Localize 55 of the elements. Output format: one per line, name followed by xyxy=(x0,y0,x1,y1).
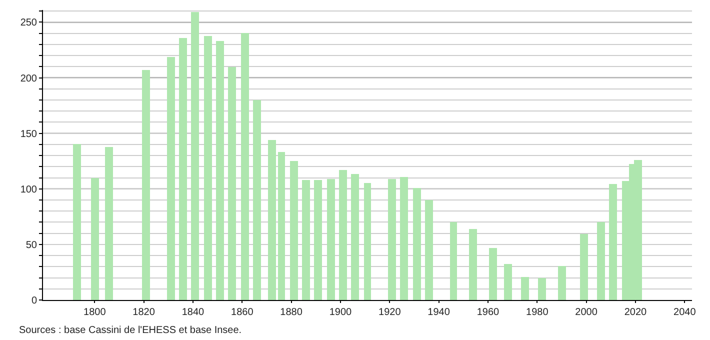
y-tick-label: 150 xyxy=(20,128,38,140)
x-tick-label: 2020 xyxy=(624,307,648,318)
bar xyxy=(191,12,199,300)
bar xyxy=(327,179,335,300)
bar xyxy=(597,222,605,300)
bar xyxy=(142,70,150,300)
bar xyxy=(388,179,396,300)
source-note: Sources : base Cassini de l'EHESS et base Insee. xyxy=(19,325,242,336)
bar xyxy=(167,57,175,300)
bar xyxy=(580,234,588,300)
bar xyxy=(290,161,298,300)
bar xyxy=(73,144,81,300)
x-tick-label: 1900 xyxy=(329,307,352,318)
bar xyxy=(339,170,347,300)
bar xyxy=(105,147,113,300)
bar xyxy=(204,36,212,300)
bar xyxy=(253,100,261,300)
bar xyxy=(489,248,497,300)
bar xyxy=(91,178,99,300)
x-tick-label: 1820 xyxy=(132,307,156,318)
x-tick-label: 1800 xyxy=(84,307,106,318)
bar xyxy=(278,152,285,300)
y-tick-label: 0 xyxy=(31,296,38,306)
bar xyxy=(228,67,236,300)
bar xyxy=(400,177,408,300)
bar xyxy=(351,174,359,300)
bar xyxy=(558,266,566,300)
bar xyxy=(538,278,546,300)
x-tick-label: 1920 xyxy=(378,307,402,318)
x-tick-label: 1940 xyxy=(428,307,450,318)
bar xyxy=(521,277,529,300)
y-tick-label: 200 xyxy=(20,73,38,84)
x-tick-label: 1880 xyxy=(280,307,303,318)
x-tick-label: 2040 xyxy=(674,307,696,318)
bar xyxy=(364,183,371,300)
y-tick-label: 100 xyxy=(20,184,38,196)
bar xyxy=(314,180,322,300)
bar xyxy=(504,264,512,300)
bar xyxy=(469,229,477,300)
bar xyxy=(216,41,224,300)
bar xyxy=(268,140,276,300)
bar xyxy=(425,200,433,300)
x-tick-label: 2000 xyxy=(575,307,598,318)
y-tick-label: 50 xyxy=(26,240,38,251)
bar xyxy=(413,188,421,300)
x-tick-label: 1980 xyxy=(526,307,549,318)
x-tick-label: 1860 xyxy=(231,307,254,318)
y-tick-label: 250 xyxy=(20,18,38,29)
x-tick-label: 1960 xyxy=(476,307,500,318)
bar xyxy=(450,222,457,300)
bar xyxy=(609,184,617,300)
bar xyxy=(302,180,310,300)
bar xyxy=(179,38,187,300)
x-tick-label: 1840 xyxy=(182,307,205,318)
bar xyxy=(241,33,249,300)
